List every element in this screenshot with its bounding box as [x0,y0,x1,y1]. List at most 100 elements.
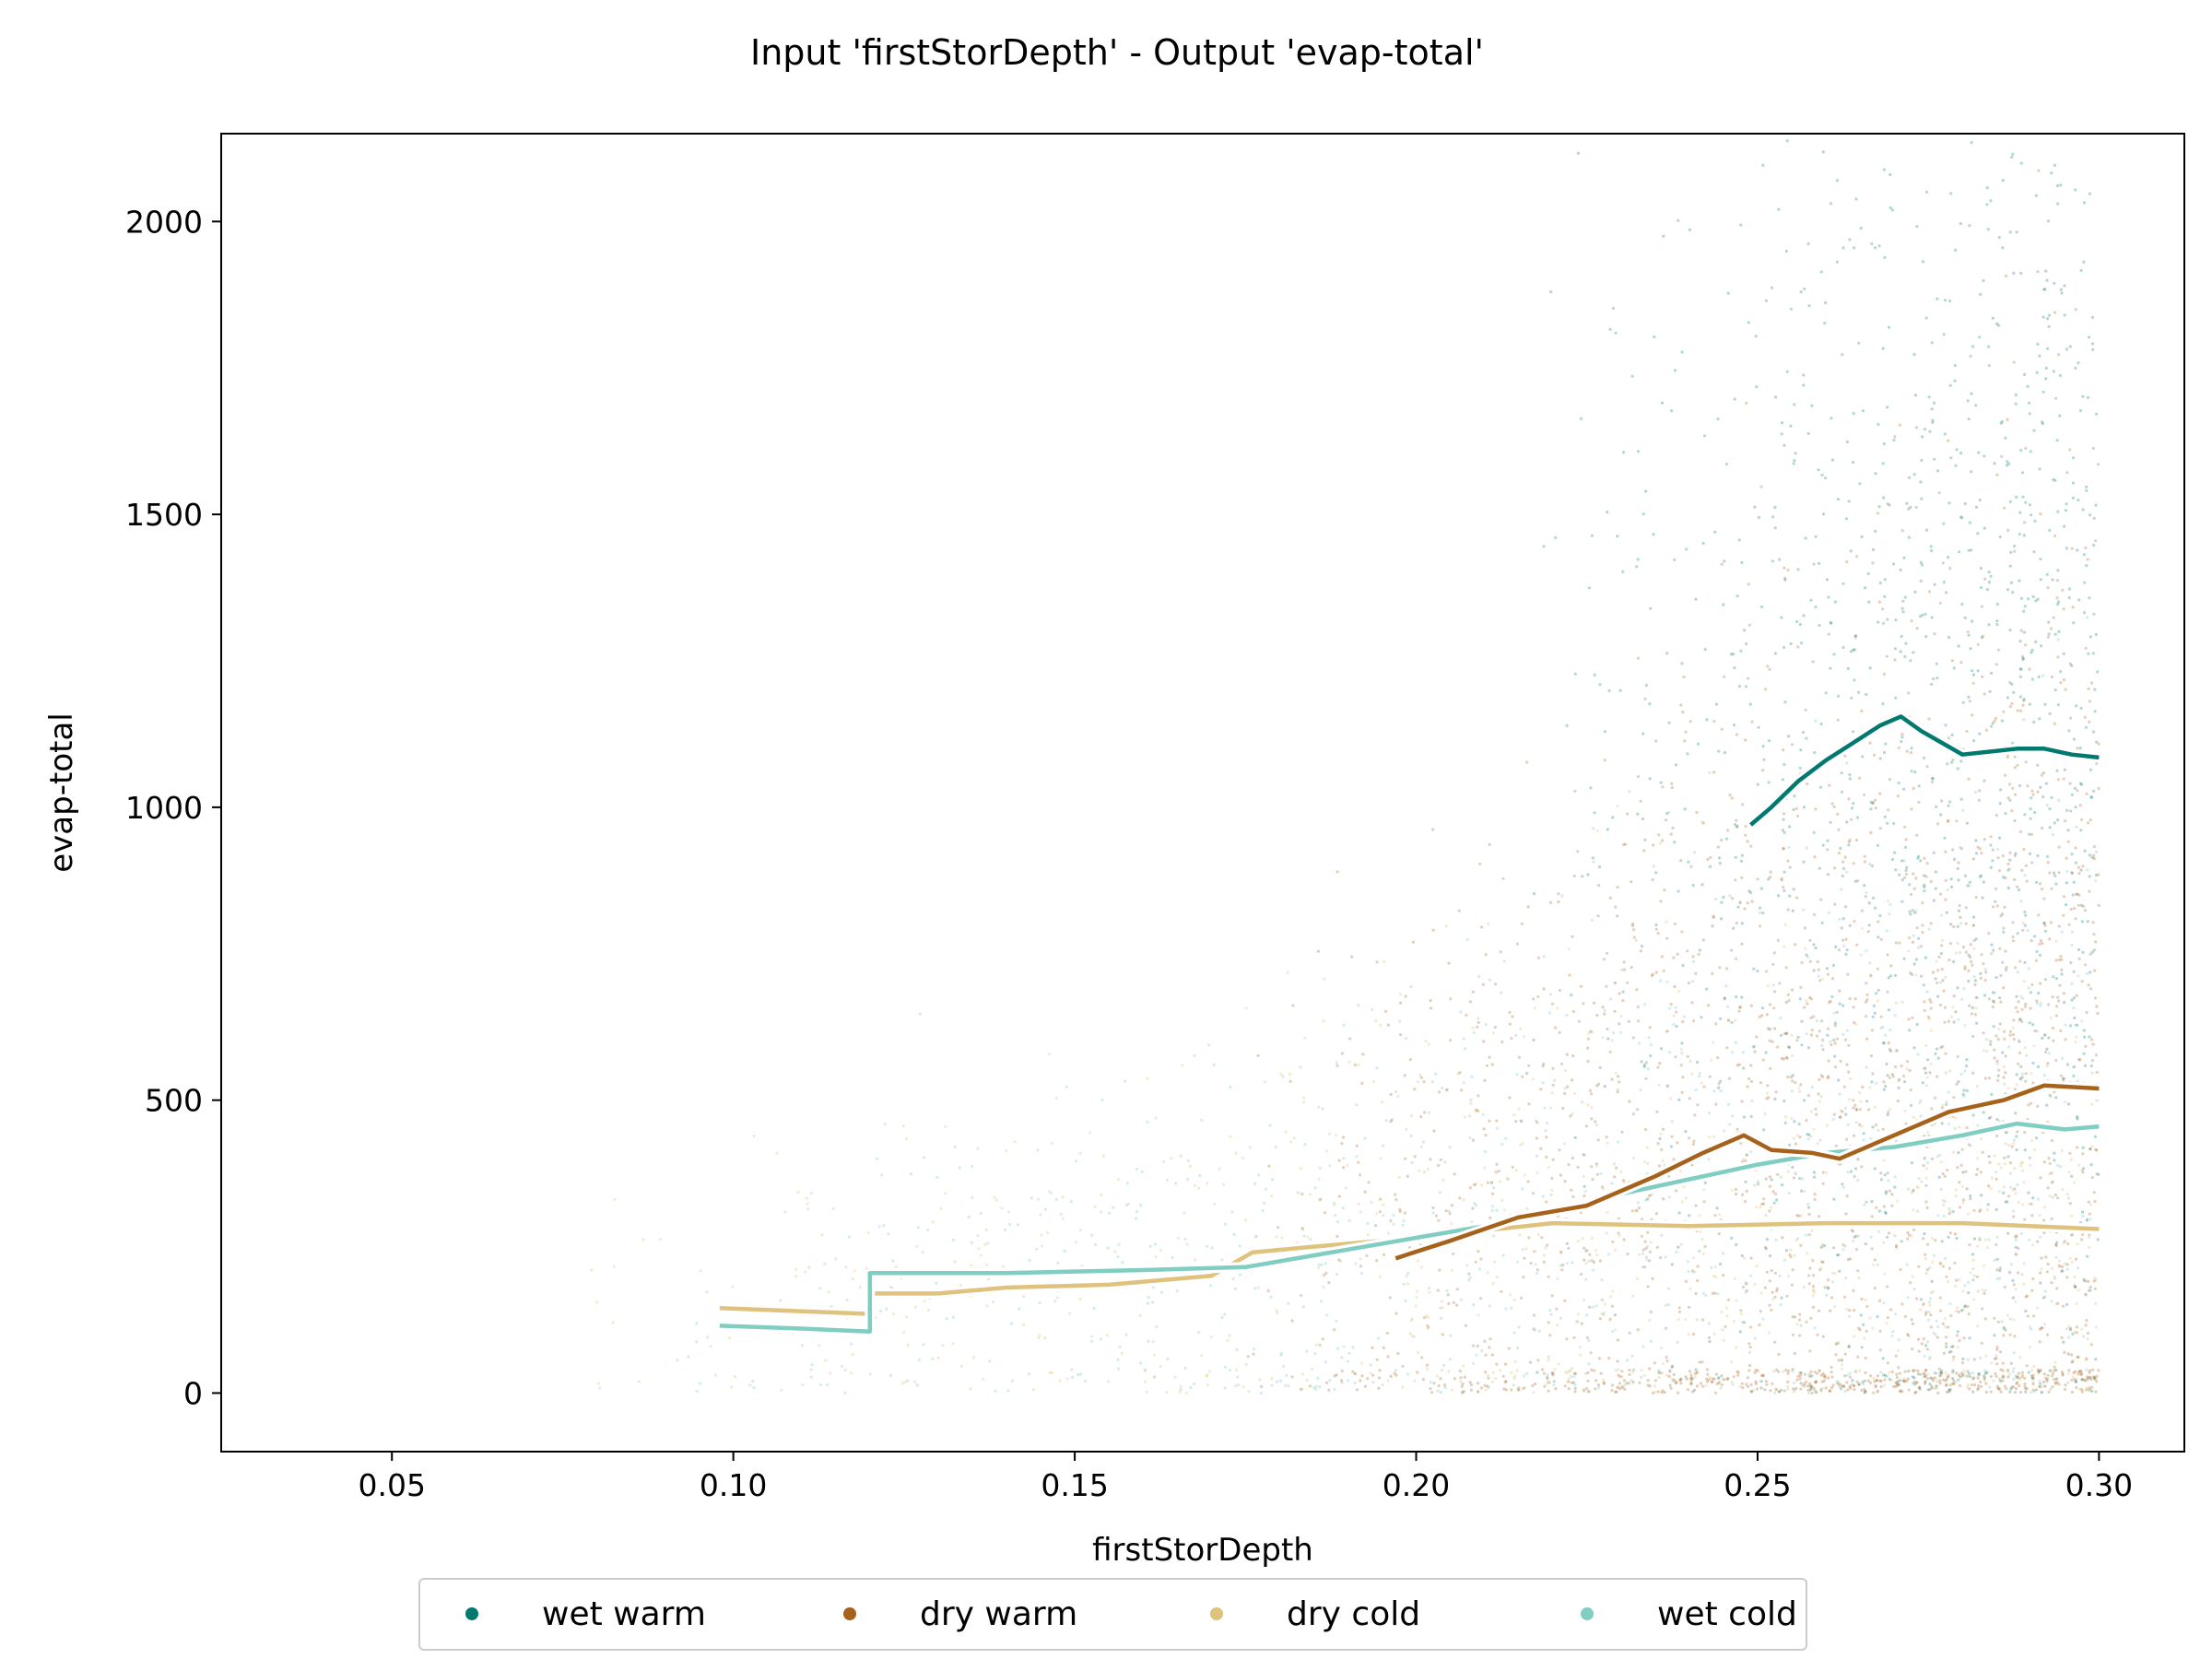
scatter-point [1465,1264,1469,1267]
scatter-point [1652,843,1655,847]
scatter-point [2095,1099,2099,1102]
scatter-point [1791,1368,1794,1371]
scatter-point [2067,1171,2071,1174]
scatter-point [1991,722,1994,725]
scatter-point [1319,1197,1323,1201]
scatter-point [1780,1388,1783,1392]
scatter-point [1647,1036,1651,1040]
scatter-point [1789,1255,1793,1259]
scatter-point [2080,1168,2084,1171]
scatter-point [1234,1368,1238,1371]
scatter-point [1978,732,1982,735]
scatter-point [1947,1235,1950,1239]
scatter-point [1902,787,1906,791]
scatter-point [926,1229,930,1232]
scatter-point [1680,1052,1684,1055]
scatter-point [1873,1105,1877,1109]
scatter-point [1948,1302,1952,1306]
scatter-point [2053,311,2057,314]
scatter-point [1674,1055,1677,1059]
scatter-point [1967,777,1971,781]
scatter-point [2012,1283,2016,1287]
scatter-point [1958,1373,1961,1377]
scatter-point [2073,1275,2077,1278]
scatter-point [1977,1372,1982,1376]
scatter-point [1806,782,1809,786]
scatter-point [1656,1142,1660,1146]
scatter-point [1620,1386,1624,1390]
scatter-point [1716,1056,1720,1060]
scatter-point [1686,1388,1689,1392]
scatter-point [1849,650,1853,653]
scatter-point [1848,1375,1853,1379]
scatter-point [2023,1148,2027,1152]
scatter-point [1929,545,1933,548]
scatter-point [952,1238,956,1242]
scatter-point [1968,700,1971,703]
scatter-point [1601,1006,1605,1009]
scatter-point [1720,727,1724,731]
scatter-point [1649,1042,1653,1046]
scatter-point [2044,1050,2048,1053]
scatter-point [1817,1215,1821,1218]
scatter-point [1914,973,1918,977]
scatter-point [1639,1088,1642,1092]
scatter-point [1959,845,1962,849]
scatter-point [1429,1158,1432,1161]
scatter-point [1799,1083,1803,1087]
scatter-point [1696,742,1700,746]
scatter-point [1900,1302,1904,1306]
scatter-point [1815,1019,1818,1023]
scatter-point [1701,1253,1705,1256]
scatter-point [1571,935,1574,938]
scatter-point [2073,786,2077,791]
scatter-point [1764,1214,1768,1218]
scatter-point [1490,1380,1494,1384]
scatter-point [1886,990,1889,994]
scatter-point [1869,974,1873,979]
scatter-point [1877,505,1881,509]
scatter-point [2065,881,2068,885]
scatter-point [1287,1384,1290,1388]
scatter-point [1668,1097,1673,1100]
scatter-point [1995,1257,1999,1261]
scatter-point [1684,730,1688,734]
scatter-point [1900,878,1904,882]
scatter-point [1477,1250,1480,1253]
scatter-point [1886,406,1889,409]
scatter-point [1484,1388,1488,1392]
scatter-point [1584,1262,1588,1265]
scatter-point [1965,1088,1969,1093]
scatter-point [1070,1375,1074,1379]
scatter-point [1720,1310,1724,1314]
scatter-point [2070,998,2074,1002]
scatter-point [2071,606,2075,609]
scatter-point [1550,1091,1554,1095]
scatter-point [1950,1345,1954,1348]
scatter-point [1970,959,1973,963]
scatter-point [1336,1347,1340,1350]
scatter-point [2047,632,2051,636]
scatter-point [1654,927,1658,931]
scatter-point [1877,935,1880,939]
scatter-point [1548,1309,1552,1312]
scatter-point [1771,1298,1775,1301]
scatter-point [2091,921,2095,924]
scatter-point [1759,1310,1762,1313]
scatter-point [1438,1306,1441,1310]
scatter-point [1928,1071,1932,1075]
scatter-point [1961,1092,1965,1096]
scatter-point [1968,224,1971,228]
scatter-point [1725,967,1729,971]
scatter-point [1564,1069,1568,1073]
scatter-point [1768,1039,1771,1042]
scatter-point [1513,1374,1517,1378]
scatter-point [1419,1145,1424,1148]
scatter-point [1942,1351,1946,1355]
scatter-point [1221,1182,1226,1186]
scatter-point [1573,672,1577,676]
scatter-point [2097,105,2100,108]
scatter-point [1882,1088,1886,1091]
scatter-point [1545,1155,1548,1159]
scatter-point [1952,1382,1956,1386]
